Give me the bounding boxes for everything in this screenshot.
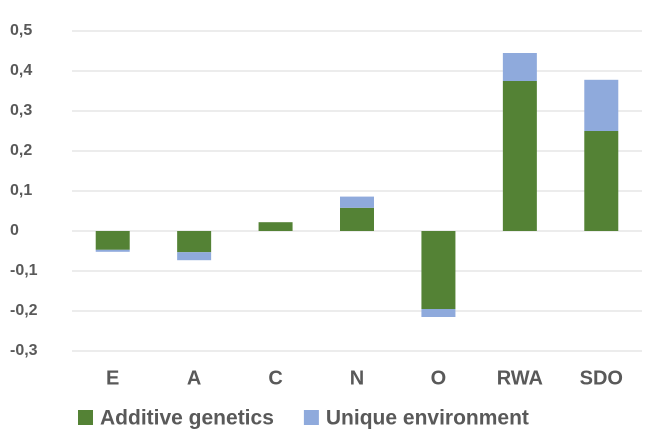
bar [502, 53, 537, 81]
bar [95, 249, 130, 252]
y-tick-label: -0,3 [10, 342, 38, 359]
bar [421, 231, 456, 309]
legend-swatch [303, 410, 319, 425]
y-tick-label: 0 [10, 222, 19, 239]
x-tick-label: N [350, 367, 364, 389]
x-tick-label: E [106, 367, 119, 389]
bar [177, 231, 212, 253]
y-tick-label: 0,2 [10, 142, 32, 159]
bar [340, 196, 374, 208]
bar [584, 79, 619, 131]
bar [258, 222, 293, 231]
y-tick-label: 0,5 [10, 22, 32, 39]
y-tick-label: 0,4 [10, 62, 32, 79]
legend-label: Additive genetics [100, 407, 274, 430]
x-tick-label: C [268, 367, 282, 389]
legend-label: Unique environment [326, 407, 529, 430]
x-tick-label: RWA [497, 367, 543, 389]
y-tick-label: 0,3 [10, 102, 32, 119]
bar [502, 81, 537, 231]
bar [177, 252, 212, 261]
bar [584, 131, 619, 231]
legend-swatch [78, 410, 93, 425]
y-tick-label: -0,1 [10, 262, 38, 279]
y-tick-label: 0,1 [10, 182, 32, 199]
bar [421, 309, 456, 317]
x-tick-label: SDO [580, 367, 623, 389]
x-tick-label: O [431, 367, 447, 389]
y-tick-label: -0,2 [10, 302, 38, 319]
x-tick-label: A [187, 367, 201, 389]
bar [95, 231, 130, 250]
bar [340, 207, 374, 231]
